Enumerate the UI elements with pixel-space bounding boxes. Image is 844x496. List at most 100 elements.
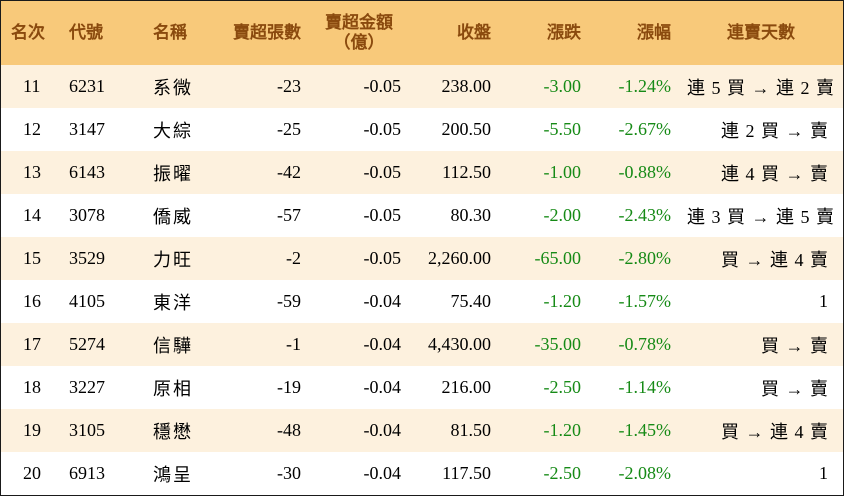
cell-close: 2,260.00	[428, 248, 491, 268]
table-body: 11 6231 系微 -23 -0.05 238.00 -3.00 -1.24%…	[1, 65, 843, 495]
table-row: 14 3078 僑威 -57 -0.05 80.30 -2.00 -2.43% …	[1, 194, 843, 237]
table-row: 12 3147 大綜 -25 -0.05 200.50 -5.50 -2.67%…	[1, 108, 843, 151]
cell-change: -2.50	[543, 463, 582, 483]
cell-net-sell-lots: -57	[277, 205, 301, 225]
cell-streak: 買 → 賣	[761, 378, 829, 399]
header-code: 代號	[69, 23, 103, 42]
cell-net-sell-amount: -0.04	[363, 334, 402, 354]
cell-streak: 連 4 買 → 賣	[721, 163, 829, 184]
cell-change: -5.50	[543, 119, 582, 139]
header-name: 名稱	[153, 23, 187, 42]
cell-streak: 連 5 買 → 連 2 賣	[687, 77, 835, 98]
cell-name: 原相	[153, 378, 193, 399]
cell-rank: 20	[23, 463, 41, 483]
header-streak: 連賣天數	[727, 23, 795, 42]
cell-streak: 買 → 賣	[761, 335, 829, 356]
cell-code: 6231	[69, 76, 105, 96]
cell-code: 6913	[69, 463, 105, 483]
cell-net-sell-amount: -0.04	[363, 463, 402, 483]
cell-rank: 15	[23, 248, 41, 268]
cell-change-pct: -1.14%	[618, 377, 672, 397]
cell-close: 75.40	[450, 291, 492, 311]
cell-name: 力旺	[153, 249, 193, 270]
cell-net-sell-lots: -59	[277, 291, 301, 311]
cell-net-sell-lots: -23	[277, 76, 301, 96]
cell-code: 5274	[69, 334, 105, 354]
cell-change: -65.00	[534, 248, 582, 268]
cell-net-sell-lots: -2	[286, 248, 301, 268]
cell-net-sell-amount: -0.05	[363, 162, 402, 182]
cell-close: 4,430.00	[428, 334, 491, 354]
table-row: 15 3529 力旺 -2 -0.05 2,260.00 -65.00 -2.8…	[1, 237, 843, 280]
cell-net-sell-lots: -19	[277, 377, 301, 397]
cell-net-sell-lots: -42	[277, 162, 301, 182]
cell-streak: 1	[819, 291, 829, 311]
cell-close: 216.00	[441, 377, 492, 397]
cell-code: 3227	[69, 377, 105, 397]
cell-streak: 連 3 買 → 連 5 賣	[687, 206, 835, 227]
table-row: 13 6143 振曜 -42 -0.05 112.50 -1.00 -0.88%…	[1, 151, 843, 194]
cell-net-sell-lots: -48	[277, 420, 301, 440]
cell-change-pct: -2.43%	[618, 205, 672, 225]
table-row: 17 5274 信驊 -1 -0.04 4,430.00 -35.00 -0.7…	[1, 323, 843, 366]
cell-net-sell-amount: -0.05	[363, 205, 402, 225]
cell-rank: 18	[23, 377, 41, 397]
header-change-pct: 漲幅	[637, 23, 671, 42]
header-rank: 名次	[11, 23, 45, 42]
cell-name: 穩懋	[153, 421, 193, 442]
cell-code: 4105	[69, 291, 105, 311]
cell-close: 81.50	[450, 420, 492, 440]
cell-rank: 17	[23, 334, 41, 354]
cell-code: 3529	[69, 248, 105, 268]
cell-change: -2.50	[543, 377, 582, 397]
cell-close: 112.50	[442, 162, 491, 182]
cell-close: 238.00	[441, 76, 492, 96]
cell-code: 6143	[69, 162, 105, 182]
cell-close: 80.30	[450, 205, 492, 225]
cell-streak: 連 2 買 → 賣	[721, 120, 829, 141]
cell-close: 200.50	[441, 119, 492, 139]
cell-change: -3.00	[543, 76, 582, 96]
cell-net-sell-amount: -0.04	[363, 291, 402, 311]
cell-change-pct: -0.78%	[618, 334, 672, 354]
cell-code: 3105	[69, 420, 105, 440]
cell-name: 僑威	[153, 206, 193, 227]
header-row: 名次 代號 名稱 賣超張數 賣超金額 （億） 收盤 漲跌 漲幅 連賣天數	[1, 1, 843, 65]
cell-change: -35.00	[534, 334, 582, 354]
cell-net-sell-lots: -1	[286, 334, 301, 354]
cell-rank: 11	[23, 76, 41, 96]
cell-change: -1.20	[543, 420, 582, 440]
cell-code: 3147	[69, 119, 105, 139]
cell-change-pct: -2.08%	[618, 463, 672, 483]
table-row: 18 3227 原相 -19 -0.04 216.00 -2.50 -1.14%…	[1, 366, 843, 409]
cell-net-sell-amount: -0.04	[363, 377, 402, 397]
header-net-sell-amount-label: 賣超金額	[325, 13, 393, 32]
header-change: 漲跌	[547, 23, 581, 42]
cell-change-pct: -1.57%	[618, 291, 672, 311]
cell-change-pct: -0.88%	[618, 162, 672, 182]
cell-code: 3078	[69, 205, 105, 225]
cell-rank: 16	[23, 291, 41, 311]
cell-net-sell-amount: -0.04	[363, 420, 402, 440]
cell-name: 鴻呈	[153, 464, 193, 485]
cell-net-sell-amount: -0.05	[363, 76, 402, 96]
cell-name: 大綜	[153, 120, 193, 141]
header-net-sell-lots: 賣超張數	[233, 23, 301, 42]
cell-rank: 19	[23, 420, 41, 440]
cell-name: 信驊	[153, 335, 193, 356]
cell-streak: 買 → 連 4 賣	[721, 421, 829, 442]
cell-change: -1.20	[543, 291, 582, 311]
header-close: 收盤	[457, 23, 491, 42]
cell-rank: 14	[23, 205, 41, 225]
table-row: 19 3105 穩懋 -48 -0.04 81.50 -1.20 -1.45% …	[1, 409, 843, 452]
header-net-sell-amount-unit: （億）	[333, 33, 385, 52]
cell-change: -2.00	[543, 205, 582, 225]
cell-change-pct: -1.45%	[618, 420, 672, 440]
cell-net-sell-lots: -25	[277, 119, 301, 139]
table-row: 20 6913 鴻呈 -30 -0.04 117.50 -2.50 -2.08%…	[1, 452, 843, 495]
cell-name: 東洋	[153, 292, 193, 313]
cell-close: 117.50	[442, 463, 491, 483]
cell-change-pct: -1.24%	[618, 76, 672, 96]
